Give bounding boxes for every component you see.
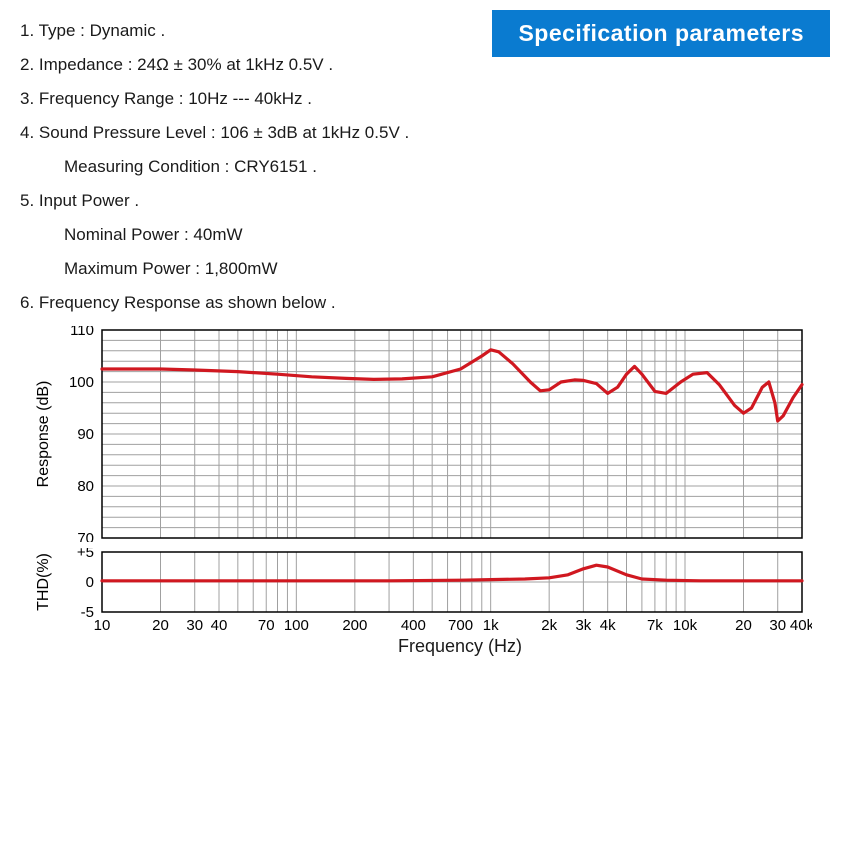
svg-text:700: 700 (448, 617, 473, 634)
svg-text:40: 40 (211, 617, 228, 634)
svg-text:7k: 7k (647, 617, 663, 634)
svg-text:70: 70 (77, 530, 94, 542)
svg-text:1k: 1k (483, 617, 499, 634)
svg-text:THD(%): THD(%) (35, 553, 52, 611)
response-chart: 70 80 90 100 110 Response (dB) (30, 326, 812, 542)
thd-chart: -5 0 +5 THD(%) 10 20 30 40 70 100 200 400 700 1k 2k 3k 4… (30, 548, 812, 634)
svg-text:30: 30 (186, 617, 203, 634)
svg-text:3k: 3k (575, 617, 591, 634)
spec-subline: Measuring Condition : CRY6151 . (20, 150, 830, 184)
spec-subline: Nominal Power : 40mW (20, 218, 830, 252)
svg-text:100: 100 (284, 617, 309, 634)
svg-text:30: 30 (769, 617, 786, 634)
charts-area: 70 80 90 100 110 Response (dB) -5 0 +5 THD(%) 10 2… (30, 326, 830, 657)
spec-line: 6. Frequency Response as shown below . (20, 286, 830, 320)
svg-text:+5: +5 (77, 548, 94, 561)
title-banner: Specification parameters (492, 10, 830, 57)
svg-text:2k: 2k (541, 617, 557, 634)
spec-line: 3. Frequency Range : 10Hz --- 40kHz . (20, 82, 830, 116)
x-axis-label: Frequency (Hz) (30, 636, 830, 657)
svg-text:100: 100 (69, 374, 94, 391)
svg-text:70: 70 (258, 617, 275, 634)
svg-text:10k: 10k (673, 617, 698, 634)
svg-text:90: 90 (77, 426, 94, 443)
svg-text:4k: 4k (600, 617, 616, 634)
spec-subline: Maximum Power : 1,800mW (20, 252, 830, 286)
svg-text:40k: 40k (790, 617, 812, 634)
svg-text:Response (dB): Response (dB) (35, 381, 52, 488)
svg-text:-5: -5 (81, 604, 94, 621)
svg-text:20: 20 (735, 617, 752, 634)
svg-text:110: 110 (70, 326, 94, 339)
svg-text:10: 10 (94, 617, 111, 634)
spec-line: 4. Sound Pressure Level : 106 ± 3dB at 1… (20, 116, 830, 150)
svg-text:20: 20 (152, 617, 169, 634)
svg-text:200: 200 (342, 617, 367, 634)
spec-line: 5. Input Power . (20, 184, 830, 218)
svg-text:400: 400 (401, 617, 426, 634)
spec-list: 1. Type : Dynamic .2. Impedance : 24Ω ± … (20, 14, 830, 320)
svg-text:80: 80 (77, 478, 94, 495)
svg-text:0: 0 (86, 574, 94, 591)
